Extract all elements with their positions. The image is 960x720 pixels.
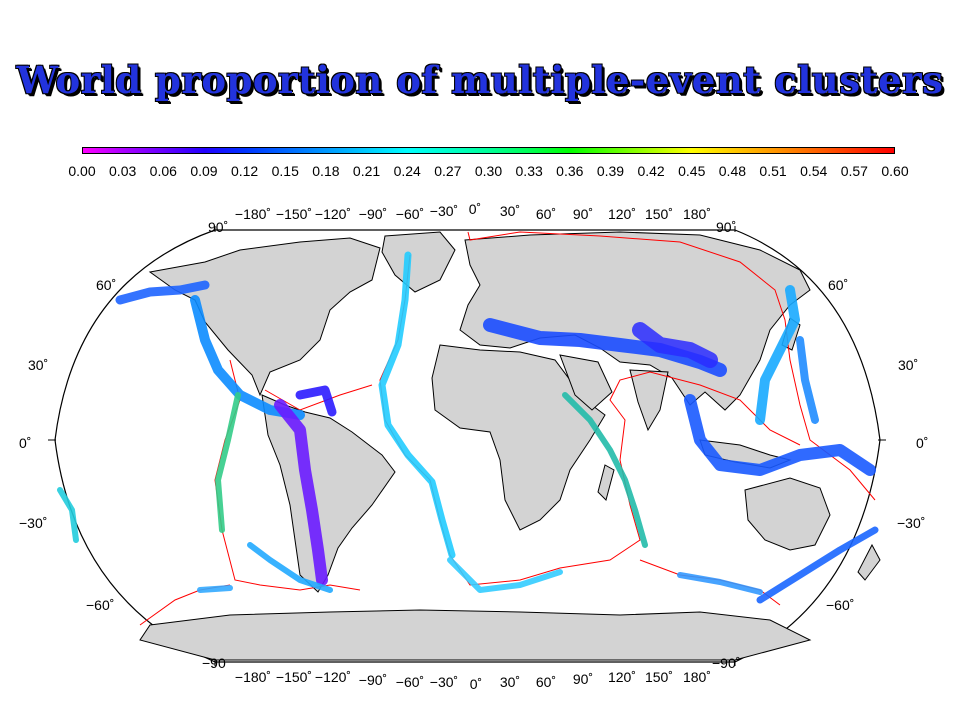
lon-label-top: 0˚ [468,201,482,217]
lat-label-right: −30˚ [897,515,926,531]
colorbar-tick-label: 0.39 [596,163,625,179]
south-america [261,394,396,593]
colorbar-tick-label: 0.18 [312,163,340,179]
lon-label-bottom: 90˚ [572,671,594,687]
colorbar-tick-label: 0.21 [352,163,381,179]
colorbar-tick-label: 0.33 [515,163,543,179]
lat-label-right: 60˚ [828,277,849,293]
africa [431,344,606,531]
lon-label-bottom: −30˚ [429,674,459,690]
colorbar-tick-label: 0.60 [881,163,909,179]
colorbar-tick-label: 0.00 [68,163,96,179]
lon-label-top: 90˚ [572,206,594,222]
lat-label-right: −90˚ [712,655,741,671]
frame-ticks [48,226,886,666]
lat-label-left: 90˚ [208,219,229,235]
lon-label-top: −120˚ [314,206,352,222]
india [629,369,669,432]
lat-label-left: 0˚ [19,435,32,451]
lat-label-right: 30˚ [898,357,919,373]
lon-label-top: 180˚ [682,206,712,222]
lat-label-right: 90˚ [716,219,737,235]
lon-label-bottom: 180˚ [682,669,712,685]
colorbar-tick-label: 0.30 [474,163,503,179]
lat-label-left: 30˚ [28,357,49,373]
colorbar-tick-label: 0.45 [678,163,706,179]
greenland [381,231,456,293]
madagascar [597,464,615,501]
colorbar-tick-label: 0.51 [759,163,787,179]
lat-label-left: −90 [202,655,226,671]
map-title: World proportion of multiple-event clust… [16,58,944,102]
lon-label-bottom: 30˚ [499,674,521,690]
lon-label-bottom: 150˚ [644,669,674,685]
lon-label-bottom: 120˚ [607,669,637,685]
colorbar-tick-label: 0.27 [434,163,462,179]
lon-label-bottom: −60˚ [395,674,425,690]
lon-label-top: −60˚ [395,206,425,222]
lon-label-bottom: 60˚ [535,674,557,690]
lon-label-top: −30˚ [429,203,459,219]
lon-label-top: −150˚ [275,206,313,222]
cluster-bands [57,251,879,604]
lon-label-top: 120˚ [607,206,637,222]
australia [744,477,831,551]
antarctica [139,609,812,661]
colorbar-tick-label: 0.12 [230,163,259,179]
lon-label-top: −180˚ [234,206,272,222]
colorbar-tick-label: 0.09 [190,163,218,179]
lat-label-left: 60˚ [96,277,117,293]
land-masses [139,231,881,661]
lon-label-bottom: −120˚ [314,669,352,685]
lon-label-bottom: −150˚ [275,669,313,685]
lon-label-top: 150˚ [644,206,674,222]
arabia [559,354,613,411]
new-zealand [857,543,881,581]
lat-label-left: −60˚ [86,597,115,613]
colorbar-tick-label: 0.36 [556,163,584,179]
lon-label-top: 30˚ [499,203,521,219]
lat-label-right: −60˚ [826,597,855,613]
colorbar-tick-label: 0.03 [109,163,137,179]
colorbar-tick-label: 0.42 [637,163,665,179]
lon-label-bottom: −90˚ [358,672,388,688]
lon-label-top: −90˚ [358,206,388,222]
lat-label-left: −30˚ [19,515,48,531]
colorbar-tick-label: 0.57 [840,163,868,179]
lat-label-right: 0˚ [916,435,929,451]
colorbar-tick-label: 0.06 [149,163,177,179]
colorbar-tick-label: 0.15 [271,163,299,179]
lon-label-top: 60˚ [535,206,557,222]
lon-label-bottom: 0˚ [469,676,483,692]
colorbar-tick-label: 0.54 [800,163,828,179]
lon-label-bottom: −180˚ [234,669,272,685]
colorbar-tick-label: 0.24 [393,163,421,179]
colorbar [82,147,895,154]
colorbar-tick-label: 0.48 [718,163,747,179]
